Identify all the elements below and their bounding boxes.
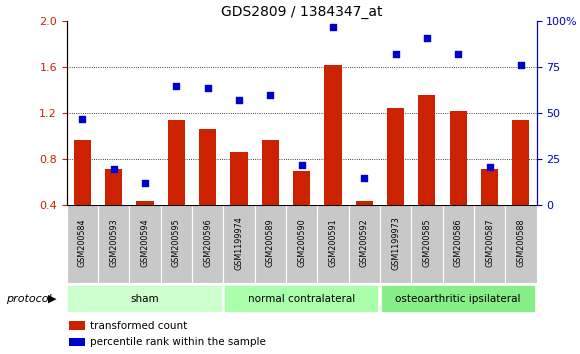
Bar xyxy=(161,205,192,283)
Text: GSM200588: GSM200588 xyxy=(516,218,525,267)
Text: GSM200591: GSM200591 xyxy=(328,218,338,267)
Bar xyxy=(262,140,279,205)
Text: GSM200589: GSM200589 xyxy=(266,218,275,267)
Bar xyxy=(481,169,498,205)
Text: GSM200586: GSM200586 xyxy=(454,218,463,267)
Point xyxy=(485,164,494,170)
Bar xyxy=(98,205,129,283)
Text: ▶: ▶ xyxy=(48,294,56,304)
Text: GSM1199974: GSM1199974 xyxy=(234,216,244,270)
Bar xyxy=(387,108,404,205)
Text: GSM200593: GSM200593 xyxy=(109,218,118,267)
Bar xyxy=(255,205,286,283)
Bar xyxy=(356,201,373,205)
Text: protocol: protocol xyxy=(6,294,52,304)
Bar xyxy=(224,285,379,314)
Bar xyxy=(230,152,248,205)
Bar xyxy=(67,285,223,314)
Bar xyxy=(136,201,154,205)
Text: GSM200594: GSM200594 xyxy=(140,218,150,267)
Bar xyxy=(505,205,536,283)
Bar xyxy=(74,140,91,205)
Text: transformed count: transformed count xyxy=(90,321,187,331)
Text: GSM200584: GSM200584 xyxy=(78,218,87,267)
Point xyxy=(172,83,181,88)
Text: sham: sham xyxy=(130,294,160,304)
Point xyxy=(360,175,369,181)
Point xyxy=(391,52,400,57)
Bar xyxy=(223,205,255,283)
Point xyxy=(422,35,432,41)
Bar xyxy=(199,130,216,205)
Point xyxy=(328,24,338,30)
Bar xyxy=(512,120,530,205)
Point xyxy=(297,162,306,168)
Point xyxy=(78,116,87,122)
Bar xyxy=(450,111,467,205)
Bar xyxy=(105,169,122,205)
Text: GSM200595: GSM200595 xyxy=(172,218,181,267)
Text: normal contralateral: normal contralateral xyxy=(248,294,355,304)
Text: GSM1199973: GSM1199973 xyxy=(391,216,400,270)
Title: GDS2809 / 1384347_at: GDS2809 / 1384347_at xyxy=(221,5,382,19)
Bar xyxy=(67,205,98,283)
Bar xyxy=(168,120,185,205)
Bar xyxy=(192,205,223,283)
Text: GSM200592: GSM200592 xyxy=(360,218,369,267)
Bar xyxy=(380,205,411,283)
Point xyxy=(454,52,463,57)
Point xyxy=(140,181,150,186)
Point xyxy=(109,166,118,171)
Bar xyxy=(69,338,85,346)
Bar xyxy=(69,321,85,330)
Bar xyxy=(317,205,349,283)
Bar xyxy=(474,205,505,283)
Bar xyxy=(411,205,443,283)
Bar xyxy=(293,171,310,205)
Text: GSM200587: GSM200587 xyxy=(485,218,494,267)
Text: osteoarthritic ipsilateral: osteoarthritic ipsilateral xyxy=(396,294,521,304)
Bar xyxy=(286,205,317,283)
Text: GSM200596: GSM200596 xyxy=(203,218,212,267)
Point xyxy=(234,98,244,103)
Point xyxy=(203,85,212,90)
Text: GSM200585: GSM200585 xyxy=(422,218,432,267)
Text: percentile rank within the sample: percentile rank within the sample xyxy=(90,337,266,347)
Bar xyxy=(349,205,380,283)
Point xyxy=(516,63,525,68)
Bar xyxy=(443,205,474,283)
Bar xyxy=(418,95,436,205)
Text: GSM200590: GSM200590 xyxy=(297,218,306,267)
Point xyxy=(266,92,275,98)
Bar xyxy=(129,205,161,283)
Bar xyxy=(380,285,536,314)
Bar xyxy=(324,65,342,205)
